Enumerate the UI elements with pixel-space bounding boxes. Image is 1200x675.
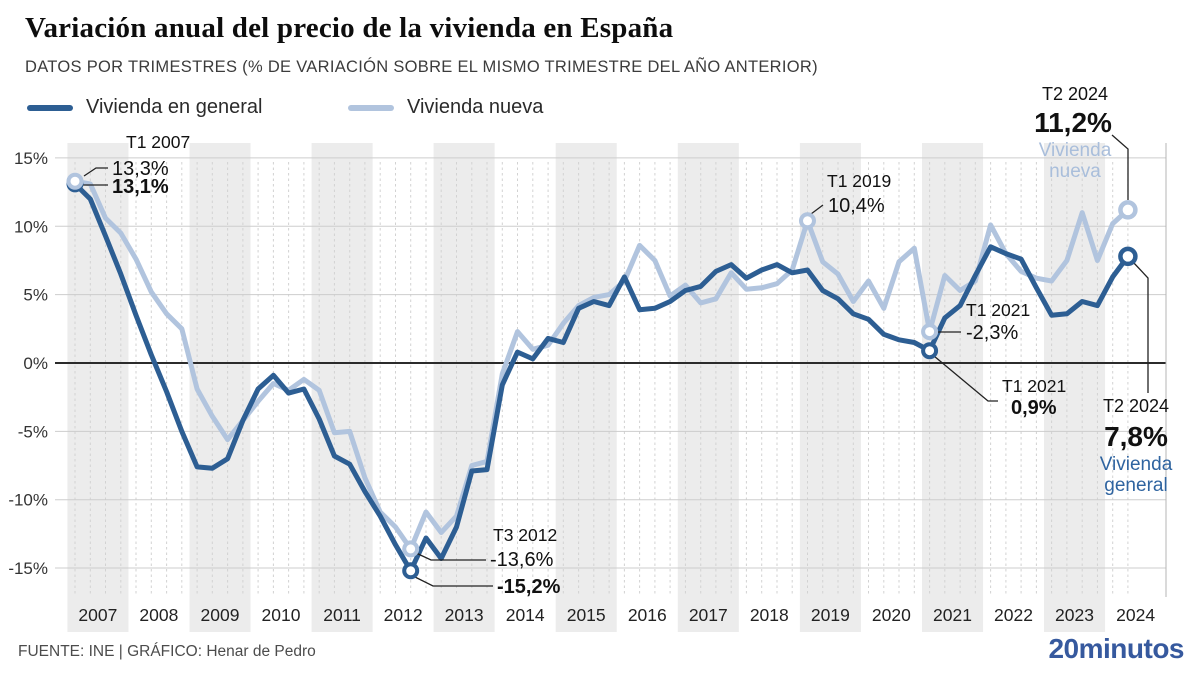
- annotation-label: 10,4%: [828, 195, 885, 217]
- annotation-callout-line: [415, 552, 486, 561]
- annotation-callout-line: [1132, 261, 1149, 393]
- annotation-label: -13,6%: [490, 549, 554, 571]
- x-year-label: 2011: [323, 605, 361, 625]
- annotation-label: 7,8%: [1104, 421, 1168, 452]
- annotation-label: T1 2021: [1002, 376, 1066, 396]
- x-year-label: 2010: [262, 605, 301, 625]
- x-year-label: 2007: [78, 605, 117, 625]
- annotation-label: Vivienda: [1039, 140, 1112, 161]
- x-year-label: 2022: [994, 605, 1033, 625]
- x-year-label: 2021: [933, 605, 972, 625]
- x-year-label: 2009: [201, 605, 240, 625]
- annotation-callout-line: [933, 355, 998, 402]
- year-band-2017: [677, 143, 739, 632]
- x-year-label: 2019: [811, 605, 850, 625]
- x-year-label: 2018: [750, 605, 789, 625]
- x-year-label: 2017: [689, 605, 728, 625]
- data-point-marker: [1118, 200, 1138, 220]
- year-band-2021: [922, 143, 984, 632]
- x-year-label: 2013: [445, 605, 484, 625]
- legend-label-general: Vivienda en general: [86, 96, 263, 118]
- year-band-2009: [189, 143, 251, 632]
- annotation-callout-line: [83, 167, 108, 177]
- data-point-marker: [799, 212, 816, 230]
- annotation-label: T3 2012: [493, 525, 557, 545]
- year-band-2023: [1044, 143, 1106, 632]
- legend-swatch-general: [27, 104, 73, 111]
- annotation-label: T2 2024: [1042, 84, 1108, 104]
- x-year-label: 2014: [506, 605, 545, 625]
- annotation-label: T1 2019: [827, 171, 891, 191]
- annotation-callout-line: [414, 576, 493, 587]
- data-point-marker: [921, 323, 939, 341]
- x-year-label: 2024: [1116, 605, 1155, 625]
- data-point-marker: [402, 562, 420, 580]
- x-year-label: 2008: [139, 605, 178, 625]
- annotation-label: 13,1%: [112, 176, 169, 198]
- annotation-label: T1 2007: [126, 132, 190, 152]
- x-year-label: 2016: [628, 605, 667, 625]
- annotation-label: 11,2%: [1034, 107, 1112, 138]
- data-point-marker: [921, 342, 939, 360]
- annotation-label: general: [1104, 475, 1167, 496]
- series-line-vivienda-nueva: [72, 178, 1131, 552]
- annotation-label: -2,3%: [966, 322, 1018, 344]
- legend-label-nueva: Vivienda nueva: [407, 96, 544, 118]
- legend-swatch-nueva: [348, 104, 394, 111]
- x-year-label: 2023: [1055, 605, 1094, 625]
- y-tick-label: 15%: [14, 149, 48, 168]
- annotation-label: Vivienda: [1100, 454, 1173, 475]
- page-subtitle: DATOS POR TRIMESTRES (% DE VARIACIÓN SOB…: [25, 58, 818, 76]
- page-title: Variación anual del precio de la viviend…: [25, 12, 674, 44]
- data-point-marker: [1118, 246, 1138, 267]
- y-tick-label: 0%: [23, 354, 48, 373]
- annotation-callout-line: [1111, 134, 1129, 200]
- year-band-2007: [67, 143, 129, 632]
- x-year-label: 2020: [872, 605, 911, 625]
- y-tick-label: -15%: [8, 559, 48, 578]
- series-line-vivienda-general: [72, 181, 1131, 574]
- year-band-2011: [311, 143, 373, 632]
- x-year-label: 2012: [384, 605, 423, 625]
- y-tick-label: 10%: [14, 217, 48, 236]
- data-point-marker: [402, 540, 420, 558]
- legend-item-vivienda-nueva: Vivienda nueva: [348, 96, 543, 119]
- legend-item-vivienda-general: Vivienda en general: [27, 96, 262, 119]
- y-tick-label: -5%: [18, 422, 48, 441]
- y-tick-label: -10%: [8, 491, 48, 510]
- brand-logo: 20minutos: [1048, 633, 1184, 664]
- annotation-label: T1 2021: [966, 300, 1030, 320]
- source-credit: FUENTE: INE | GRÁFICO: Henar de Pedro: [18, 643, 316, 660]
- annotation-label: 13,3%: [112, 158, 169, 180]
- annotation-callout-line: [810, 204, 824, 215]
- annotation-label: 0,9%: [1011, 397, 1057, 419]
- y-tick-label: 5%: [23, 286, 48, 305]
- annotation-label: -15,2%: [497, 576, 561, 598]
- annotation-label: nueva: [1049, 161, 1101, 182]
- data-point-marker: [66, 172, 84, 190]
- year-band-2015: [555, 143, 617, 632]
- annotation-label: T2 2024: [1103, 396, 1169, 416]
- x-year-label: 2015: [567, 605, 606, 625]
